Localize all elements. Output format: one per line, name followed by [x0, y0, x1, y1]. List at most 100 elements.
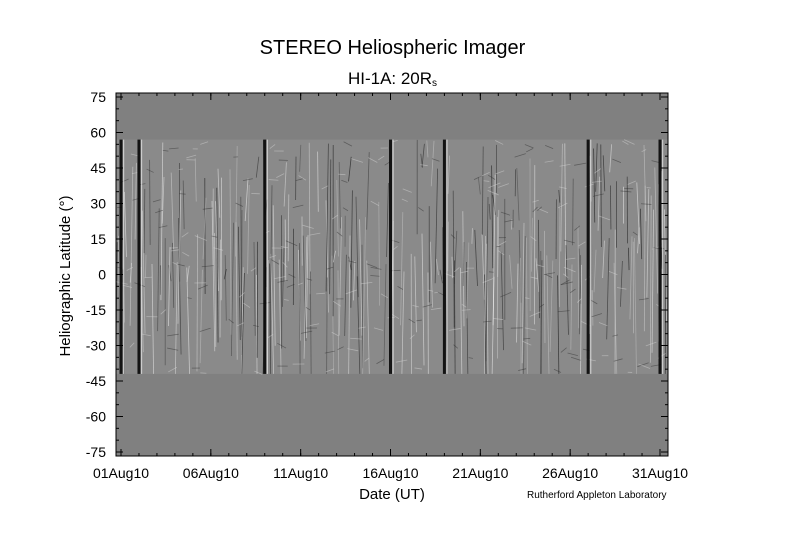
- texture-streak: [229, 169, 232, 335]
- texture-dash: [543, 272, 556, 276]
- texture-streak: [600, 144, 602, 247]
- texture-streak: [269, 185, 273, 337]
- texture-dash: [574, 225, 581, 231]
- texture-dash: [199, 327, 211, 333]
- texture-streak: [421, 143, 425, 168]
- texture-streak: [174, 262, 178, 374]
- texture-streak: [361, 244, 364, 369]
- texture-dash: [169, 247, 178, 249]
- texture-dash: [565, 257, 576, 260]
- texture-streak: [452, 190, 455, 328]
- texture-dash: [478, 171, 490, 178]
- x-tick-label: 31Aug10: [632, 465, 688, 481]
- texture-dash: [488, 182, 501, 189]
- texture-dash: [280, 246, 289, 249]
- texture-streak: [439, 269, 443, 284]
- texture-dash: [525, 297, 530, 299]
- texture-dash: [288, 273, 296, 278]
- texture-streak: [287, 194, 290, 262]
- texture-dash: [253, 324, 259, 327]
- texture-streak: [366, 260, 370, 374]
- texture-streak: [337, 270, 340, 374]
- texture-streak: [629, 236, 633, 320]
- texture-dash: [608, 270, 618, 276]
- texture-dash: [187, 297, 192, 299]
- texture-streak: [606, 238, 610, 340]
- texture-dash: [282, 262, 288, 268]
- texture-streak: [149, 159, 151, 245]
- texture-streak: [326, 277, 328, 374]
- texture-dash: [590, 299, 598, 305]
- texture-streak: [595, 143, 598, 192]
- texture-dash: [179, 193, 186, 195]
- texture-streak: [284, 219, 287, 282]
- texture-dash: [276, 173, 285, 179]
- bright-streak-edge: [140, 139, 143, 374]
- texture-streak: [308, 142, 311, 295]
- texture-dash: [627, 180, 636, 185]
- texture-dash: [622, 140, 629, 145]
- texture-streak: [161, 177, 165, 224]
- texture-dash: [332, 300, 342, 307]
- texture-dash: [460, 270, 469, 274]
- texture-streak: [238, 226, 241, 341]
- texture-dash: [169, 147, 179, 150]
- texture-dash: [202, 207, 213, 210]
- y-tick-label: 15: [90, 231, 106, 247]
- texture-streak: [580, 264, 582, 374]
- dark-streak: [137, 139, 141, 374]
- texture-streak: [353, 260, 356, 301]
- texture-dash: [338, 173, 346, 176]
- texture-streak: [310, 271, 312, 374]
- texture-streak: [654, 167, 659, 294]
- texture-streak: [549, 260, 554, 352]
- texture-dash: [254, 370, 263, 375]
- texture-dash: [201, 265, 214, 268]
- y-tick-label: 75: [90, 89, 106, 105]
- texture-dash: [182, 251, 190, 257]
- texture-dash: [613, 358, 623, 362]
- texture-streak: [597, 176, 600, 231]
- texture-dash: [530, 276, 538, 280]
- texture-streak: [168, 265, 172, 282]
- texture-dash: [514, 153, 526, 158]
- texture-streak: [348, 235, 351, 374]
- texture-streak: [317, 151, 319, 212]
- texture-dash: [235, 202, 244, 207]
- texture-streak: [497, 209, 500, 278]
- texture-dash: [522, 340, 532, 346]
- texture-dash: [418, 207, 424, 212]
- dark-streak: [263, 139, 267, 374]
- texture-dash: [461, 303, 467, 308]
- texture-dash: [347, 348, 359, 352]
- texture-dash: [482, 278, 494, 284]
- texture-dash: [461, 309, 471, 311]
- texture-dash: [641, 149, 647, 153]
- texture-dash: [236, 322, 245, 327]
- texture-streak: [199, 269, 203, 364]
- texture-dash: [298, 175, 307, 181]
- texture-dash: [126, 266, 134, 271]
- texture-streak: [194, 158, 197, 202]
- x-tick-label: 26Aug10: [542, 465, 598, 481]
- texture-streak: [142, 210, 146, 334]
- texture-streak: [628, 247, 630, 271]
- texture-streak: [350, 190, 353, 308]
- texture-streak: [430, 241, 433, 308]
- texture-dash: [168, 366, 178, 373]
- texture-streak: [649, 195, 652, 363]
- chart-subtitle: HI-1A: 20Rs: [0, 69, 785, 89]
- texture-dash: [324, 350, 335, 354]
- texture-streak: [646, 189, 650, 298]
- texture-streak: [202, 197, 207, 260]
- texture-streak: [570, 264, 573, 350]
- texture-dash: [448, 328, 461, 331]
- texture-streak: [145, 254, 147, 278]
- texture-streak: [434, 168, 438, 284]
- texture-dash: [162, 149, 169, 152]
- texture-streak: [488, 203, 491, 220]
- texture-dash: [529, 311, 541, 317]
- texture-dash: [129, 342, 135, 348]
- texture-streak: [643, 185, 646, 332]
- texture-streak: [478, 177, 481, 195]
